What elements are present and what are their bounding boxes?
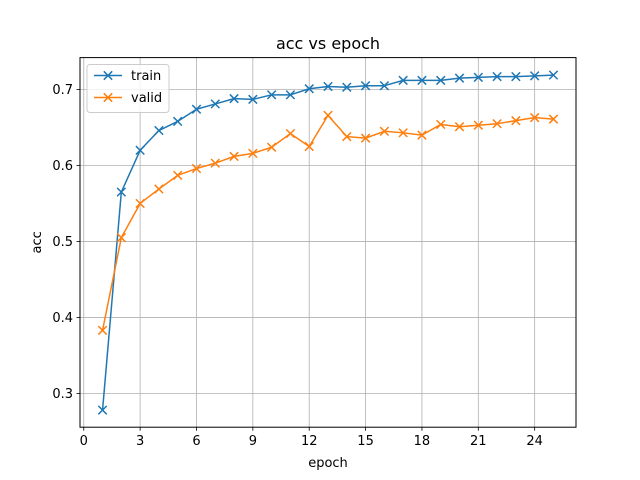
data-point-valid xyxy=(266,142,277,152)
data-point-train xyxy=(229,93,239,104)
data-point-valid xyxy=(323,110,333,121)
grid xyxy=(80,57,576,428)
data-point-train xyxy=(529,71,540,81)
data-point-valid xyxy=(342,131,352,142)
series-valid xyxy=(97,110,559,336)
data-point-valid xyxy=(379,126,390,137)
data-point-train xyxy=(342,82,352,92)
legend: train valid xyxy=(86,64,170,113)
data-point-train xyxy=(248,94,258,105)
y-tick-label: 0.5 xyxy=(52,235,73,250)
y-axis-label: acc xyxy=(30,231,45,253)
data-point-train xyxy=(511,71,521,82)
data-point-train xyxy=(154,125,164,136)
x-tick-label: 15 xyxy=(357,434,374,449)
data-point-valid xyxy=(191,163,202,174)
legend-label: train xyxy=(131,69,161,84)
legend-item-valid: valid xyxy=(94,91,162,106)
x-tick-label: 0 xyxy=(80,434,88,449)
data-point-train xyxy=(172,116,183,127)
plot-frame xyxy=(79,57,577,428)
data-point-train xyxy=(285,90,296,100)
data-point-train xyxy=(454,73,465,83)
legend-marker xyxy=(103,70,113,81)
data-point-train xyxy=(323,81,333,92)
data-point-valid xyxy=(229,151,239,162)
x-axis-label: epoch xyxy=(308,456,348,471)
data-point-train xyxy=(304,84,314,94)
data-point-valid xyxy=(529,112,540,123)
data-point-train xyxy=(492,71,502,82)
legend-label: valid xyxy=(131,91,162,106)
data-point-train xyxy=(191,104,202,114)
data-point-valid xyxy=(454,122,465,132)
x-tick-label: 6 xyxy=(192,434,200,449)
y-tick-label: 0.3 xyxy=(52,387,73,402)
data-point-valid xyxy=(435,119,446,130)
x-axis: 0 3 6 9 12 15 18 21 24 xyxy=(80,427,543,449)
data-point-valid xyxy=(116,232,127,243)
data-point-train xyxy=(417,75,427,86)
legend-item-train: train xyxy=(94,69,161,84)
data-point-valid xyxy=(360,133,371,143)
data-point-valid xyxy=(492,118,502,129)
data-point-train xyxy=(266,90,277,100)
y-tick-label: 0.6 xyxy=(52,159,73,174)
chart-title: acc vs epoch xyxy=(276,34,380,53)
data-point-valid xyxy=(511,115,521,126)
data-point-valid xyxy=(154,184,164,194)
series-line-valid xyxy=(101,114,554,331)
data-point-valid xyxy=(473,120,484,130)
data-point-valid xyxy=(135,198,145,209)
data-point-valid xyxy=(285,128,296,139)
data-point-train xyxy=(360,80,371,91)
data-point-train xyxy=(379,80,390,91)
data-point-valid xyxy=(417,130,427,140)
data-point-train xyxy=(116,187,127,197)
data-point-train xyxy=(210,99,221,109)
x-tick-label: 21 xyxy=(470,434,487,449)
data-point-valid xyxy=(304,141,314,152)
legend-marker xyxy=(103,92,113,103)
x-tick-label: 18 xyxy=(414,434,431,449)
series-train xyxy=(97,70,559,415)
y-tick-label: 0.7 xyxy=(52,83,73,98)
series-layer xyxy=(97,70,559,415)
data-point-train xyxy=(135,145,145,156)
data-point-train xyxy=(97,405,108,415)
y-axis: 0.3 0.4 0.5 0.6 0.7 xyxy=(52,83,80,402)
data-point-train xyxy=(435,75,446,86)
data-point-valid xyxy=(548,114,559,124)
data-point-train xyxy=(473,72,484,83)
data-point-valid xyxy=(398,128,408,138)
x-tick-label: 3 xyxy=(136,434,144,449)
data-point-train xyxy=(548,70,559,80)
y-tick-label: 0.4 xyxy=(52,311,73,326)
data-point-valid xyxy=(248,148,258,159)
data-point-valid xyxy=(172,170,183,181)
data-point-train xyxy=(398,75,408,86)
data-point-valid xyxy=(210,158,221,168)
x-tick-label: 12 xyxy=(301,434,318,449)
data-point-valid xyxy=(97,325,108,336)
x-tick-label: 24 xyxy=(526,434,543,449)
x-tick-label: 9 xyxy=(249,434,257,449)
